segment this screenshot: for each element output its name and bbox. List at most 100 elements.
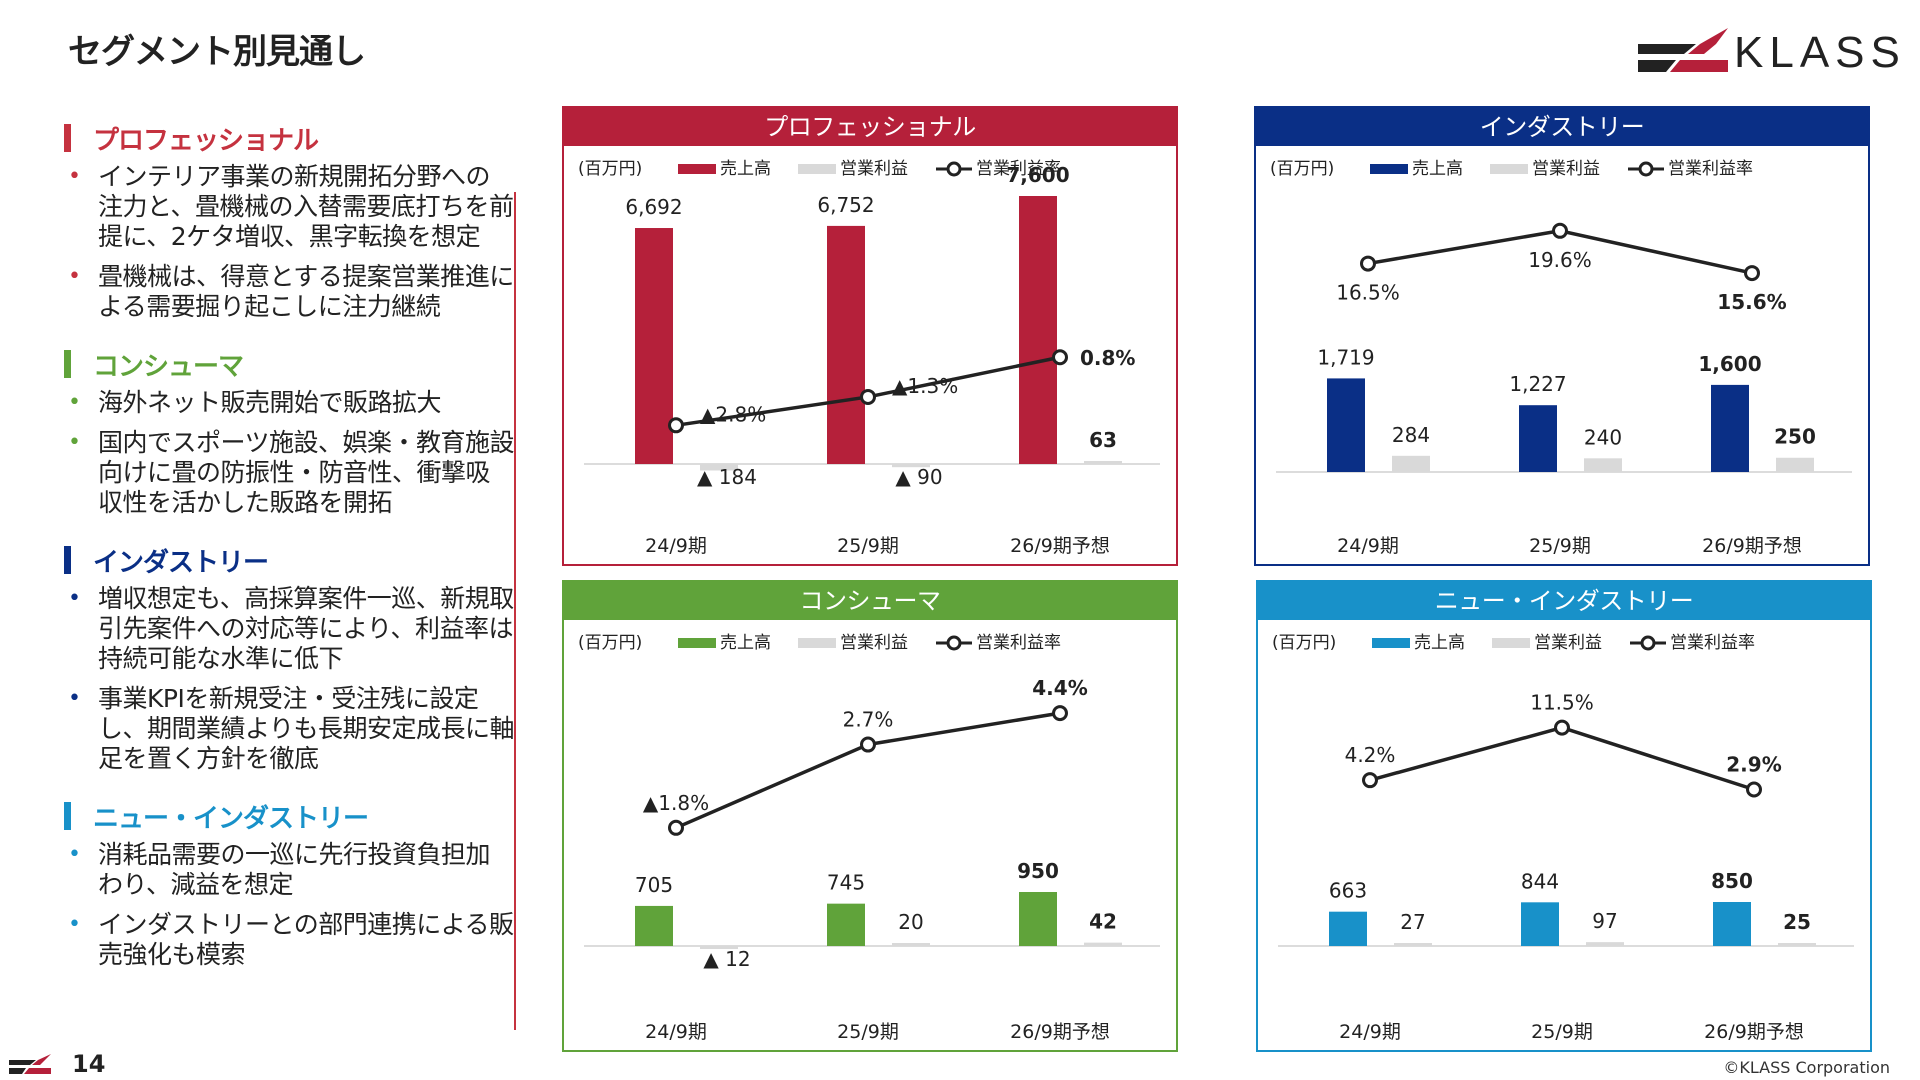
bar-profit — [1394, 943, 1432, 946]
data-label-profit: 284 — [1392, 423, 1430, 447]
data-label-margin: 11.5% — [1530, 691, 1594, 715]
data-label-sales: 1,227 — [1509, 372, 1566, 396]
x-tick-label: 24/9期 — [1337, 535, 1399, 557]
list-item: • インテリア事業の新規開拓分野への注力と、畳機械の入替需要底打ちを前提に、2ケタ… — [68, 162, 514, 251]
bar-sales — [1019, 196, 1057, 464]
chart-plot: (百万円) 売上高 営業利益 営業利益率 663 27 24/9期 844 97 25/9期 850… — [1272, 633, 1854, 1043]
bar-profit — [1776, 457, 1814, 472]
page-title: セグメント別見通し — [68, 32, 366, 72]
segment-title: インダストリー — [93, 547, 269, 578]
list-item: • 国内でスポーツ施設、娯楽・教育施設向けに畳の防振性・防音性、衝撃吸収性を活かし… — [68, 428, 515, 517]
x-tick-label: 26/9期予想 — [1704, 1021, 1804, 1043]
chart-legend: (百万円) 売上高 営業利益 営業利益率 — [578, 633, 1061, 653]
chart-plot: (百万円) 売上高 営業利益 営業利益率 6,692 ▲ 184 24/9期 6,752 ▲ 9… — [578, 159, 1160, 557]
data-label-profit: 240 — [1584, 425, 1622, 449]
chart-title: プロフェッショナル — [564, 108, 1176, 146]
list-item: • 海外ネット販売開始で販路拡大 — [68, 388, 442, 417]
segment-descriptions: プロフェッショナル • インテリア事業の新規開拓分野への注力と、畳機械の入替需要底… — [64, 118, 515, 980]
segment-title: プロフェッショナル — [93, 125, 319, 156]
legend-swatch-margin-marker — [946, 161, 962, 177]
legend-unit: (百万円) — [578, 633, 642, 653]
data-label-profit: 250 — [1774, 425, 1816, 449]
bar-sales — [635, 228, 673, 464]
data-label-sales: 705 — [635, 873, 673, 897]
legend-label-sales: 売上高 — [720, 159, 771, 179]
point-margin — [860, 736, 876, 753]
x-tick-label: 25/9期 — [837, 535, 899, 557]
point-margin — [1554, 719, 1570, 736]
legend-label-margin: 営業利益率 — [976, 633, 1061, 653]
list-item: • 事業KPIを新規受注・受注残に設定し、期間業績よりも長期安定成長に軸足を置く方… — [68, 684, 515, 773]
page-number: 14 — [72, 1050, 106, 1078]
x-tick-label: 25/9期 — [1531, 1021, 1593, 1043]
legend-unit: (百万円) — [1272, 633, 1336, 653]
data-label-sales: 745 — [827, 871, 865, 895]
bar-profit — [892, 943, 930, 946]
list-item: • 消耗品需要の一巡に先行投資負担加わり、減益を想定 — [68, 840, 491, 899]
bar-profit — [1084, 942, 1122, 946]
chart-panel-industry: インダストリー (百万円) 売上高 営業利益 営業利益率 1,719 284 24/9期 1,… — [1254, 106, 1870, 566]
legend-label-sales: 売上高 — [1412, 159, 1463, 179]
legend-label-sales: 売上高 — [1414, 633, 1465, 653]
legend-label-profit: 営業利益 — [840, 633, 908, 653]
data-label-profit: 42 — [1089, 910, 1117, 934]
logo-wordmark: KLASS — [1734, 28, 1906, 77]
bar-profit — [1586, 942, 1624, 946]
segment-marker — [64, 802, 71, 830]
data-label-profit: ▲ 90 — [895, 465, 942, 489]
legend-swatch-margin-marker — [1638, 161, 1654, 177]
chart-title: コンシューマ — [564, 582, 1176, 620]
legend-swatch-margin-marker — [1640, 635, 1656, 651]
segment-industry: インダストリー • 増収想定も、高採算案件一巡、新規取引先案件への対応等により、利… — [64, 540, 515, 774]
bar-profit — [700, 946, 738, 949]
chart-title: ニュー・インダストリー — [1258, 582, 1870, 620]
x-tick-label: 26/9期予想 — [1010, 535, 1110, 557]
bar-sales — [1711, 384, 1749, 472]
chart-panel-professional: プロフェッショナル (百万円) 売上高 営業利益 営業利益率 6,692 ▲ 184 24/… — [562, 106, 1178, 566]
x-tick-label: 24/9期 — [645, 535, 707, 557]
legend-swatch-sales — [1372, 638, 1410, 648]
data-label-profit: 27 — [1400, 910, 1425, 934]
list-item: • 畳機械は、得意とする提案営業推進による需要掘り起こしに注力継続 — [68, 262, 514, 321]
data-label-profit: 20 — [898, 910, 923, 934]
legend-swatch-profit — [798, 164, 836, 174]
klass-logo: KLASS — [1636, 26, 1900, 78]
data-label-margin: 19.6% — [1528, 248, 1592, 272]
bar-sales — [1329, 911, 1367, 946]
legend-swatch-sales — [678, 638, 716, 648]
data-label-margin: 0.8% — [1080, 346, 1135, 370]
legend-unit: (百万円) — [1270, 159, 1334, 179]
footer-logo-icon — [9, 1054, 51, 1074]
bar-profit — [892, 464, 930, 468]
bar-profit — [700, 464, 738, 471]
point-margin — [1744, 265, 1760, 282]
data-label-sales: 850 — [1711, 869, 1753, 893]
legend-swatch-profit — [798, 638, 836, 648]
x-tick-label: 24/9期 — [645, 1021, 707, 1043]
point-margin — [860, 388, 876, 405]
point-margin — [1362, 772, 1378, 789]
x-tick-label: 25/9期 — [1529, 535, 1591, 557]
point-margin — [1052, 349, 1068, 366]
data-label-margin: 16.5% — [1336, 281, 1400, 305]
bar-sales — [1327, 378, 1365, 472]
segment-marker — [64, 546, 71, 574]
legend-label-margin: 営業利益率 — [1668, 159, 1753, 179]
chart-plot: (百万円) 売上高 営業利益 営業利益率 1,719 284 24/9期 1,227 240 25… — [1270, 159, 1852, 557]
legend-swatch-sales — [678, 164, 716, 174]
legend-swatch-margin-marker — [946, 635, 962, 651]
point-margin — [668, 819, 684, 836]
data-label-margin: 4.4% — [1032, 676, 1087, 700]
legend-swatch-profit — [1492, 638, 1530, 648]
data-label-margin: 4.2% — [1345, 743, 1396, 767]
bar-sales — [1713, 902, 1751, 946]
x-tick-label: 24/9期 — [1339, 1021, 1401, 1043]
legend-label-profit: 営業利益 — [840, 159, 908, 179]
line-margin — [1369, 725, 1755, 792]
point-margin — [668, 417, 684, 434]
bar-sales — [1519, 405, 1557, 472]
klass-logo-mark-icon — [1638, 28, 1728, 72]
legend-label-margin: 営業利益率 — [1670, 633, 1755, 653]
x-tick-label: 25/9期 — [837, 1021, 899, 1043]
data-label-margin: 15.6% — [1717, 290, 1786, 314]
